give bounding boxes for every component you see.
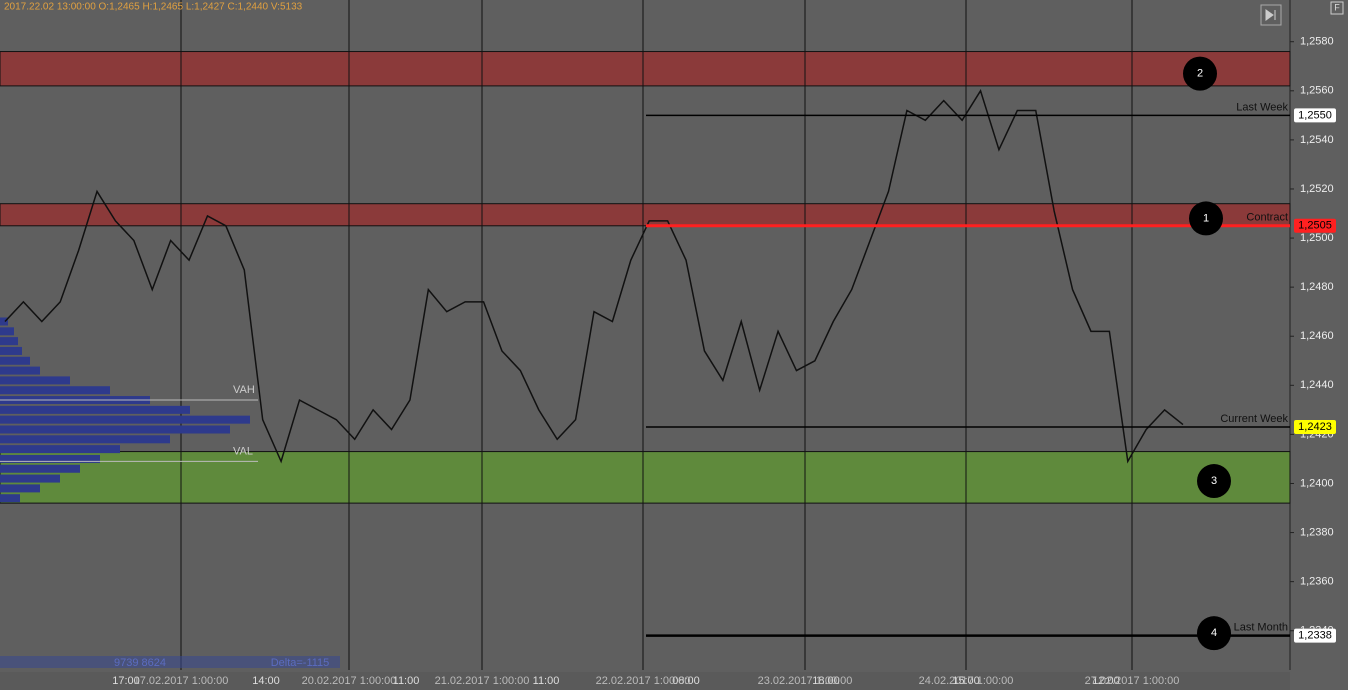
level-tag [1294, 218, 1336, 233]
level-value: 1,2550 [1298, 109, 1332, 121]
vah-label: VAH [233, 384, 255, 396]
x-date-label: 27.02.2017 1:00:00 [1085, 675, 1180, 687]
x-tick-label: 08:00 [672, 675, 700, 687]
level-value: 1,2505 [1298, 220, 1332, 232]
x-date-label: 17.02.2017 1:00:00 [134, 675, 229, 687]
marker [1183, 56, 1217, 91]
profile-bar [0, 435, 170, 444]
scroll-button[interactable] [1260, 4, 1282, 26]
profile-bar [0, 346, 22, 355]
profile-bar [0, 425, 230, 434]
profile-bar [0, 484, 40, 493]
y-tick-label: 1,2500 [1300, 232, 1334, 244]
level-value: 1,2423 [1298, 421, 1332, 433]
footer-strip [0, 656, 340, 668]
x-tick-label: 12:00 [1092, 675, 1120, 687]
x-tick-label: 15:00 [952, 675, 980, 687]
footer-volume: 9739 8624 [114, 657, 166, 669]
profile-bar [0, 376, 70, 385]
x-date-label: 23.02.2017 1:00:00 [758, 675, 853, 687]
x-tick-label: 17:00 [112, 675, 140, 687]
x-date-label: 24.02.2017 1:00:00 [919, 675, 1014, 687]
profile-bar [0, 366, 40, 375]
y-tick-label: 1,2480 [1300, 281, 1334, 293]
y-tick-label: 1,2540 [1300, 134, 1334, 146]
x-tick-label: 18:00 [812, 675, 840, 687]
profile-bar [0, 405, 190, 414]
profile-bar [0, 445, 120, 454]
profile-bar [0, 454, 100, 463]
level-name: Current Week [1220, 413, 1288, 425]
x-tick-label: 11:00 [533, 675, 560, 687]
level-tag [1294, 628, 1336, 643]
y-tick-label: 1,2400 [1300, 477, 1334, 489]
level-value: 1,2338 [1298, 630, 1332, 642]
y-tick-label: 1,2580 [1300, 36, 1334, 48]
footer-delta: Delta=-1115 [271, 657, 330, 669]
level-name: Contract [1246, 212, 1288, 224]
profile-bar [0, 464, 80, 473]
price-line [4, 89, 1184, 464]
marker-label: 4 [1211, 627, 1217, 639]
x-tick-label: 11:00 [393, 675, 420, 687]
profile-bar [0, 356, 30, 365]
zone [0, 451, 1291, 504]
marker [1197, 464, 1231, 499]
profile-bar [0, 337, 18, 346]
profile-bar [0, 474, 60, 483]
marker-label: 3 [1211, 475, 1217, 487]
f-label: F [1334, 2, 1340, 12]
profile-bar [0, 386, 110, 395]
y-tick-label: 1,2560 [1300, 85, 1334, 97]
level-tag [1294, 108, 1336, 123]
level-name: Last Month [1234, 622, 1288, 634]
x-tick-label: 14:00 [252, 675, 280, 687]
marker [1189, 201, 1223, 236]
y-tick-label: 1,2380 [1300, 526, 1334, 538]
x-date-label: 20.02.2017 1:00:00 [302, 675, 397, 687]
profile-bar [0, 317, 8, 326]
marker [1197, 616, 1231, 651]
zone [0, 51, 1291, 87]
header-info: 2017.22.02 13:00:00 O:1,2465 H:1,2465 L:… [4, 2, 303, 13]
x-date-label: 22.02.2017 1:00:00 [596, 675, 691, 687]
marker-label: 1 [1203, 212, 1209, 224]
profile-bar [0, 494, 20, 503]
y-tick-label: 1,2360 [1300, 576, 1334, 588]
time-axis [0, 672, 1290, 690]
zone [0, 203, 1291, 227]
y-tick-label: 1,2440 [1300, 379, 1334, 391]
x-date-label: 21.02.2017 1:00:00 [435, 675, 530, 687]
marker-label: 2 [1197, 68, 1203, 80]
y-tick-label: 1,2520 [1300, 183, 1334, 195]
scroll-icon [1265, 9, 1276, 21]
level-name: Last Week [1236, 101, 1288, 113]
profile-bar [0, 327, 14, 336]
f-button[interactable] [1330, 1, 1344, 15]
val-label: VAL [233, 445, 253, 457]
level-tag [1294, 420, 1336, 435]
y-tick-label: 1,2460 [1300, 330, 1334, 342]
profile-bar [0, 415, 250, 424]
